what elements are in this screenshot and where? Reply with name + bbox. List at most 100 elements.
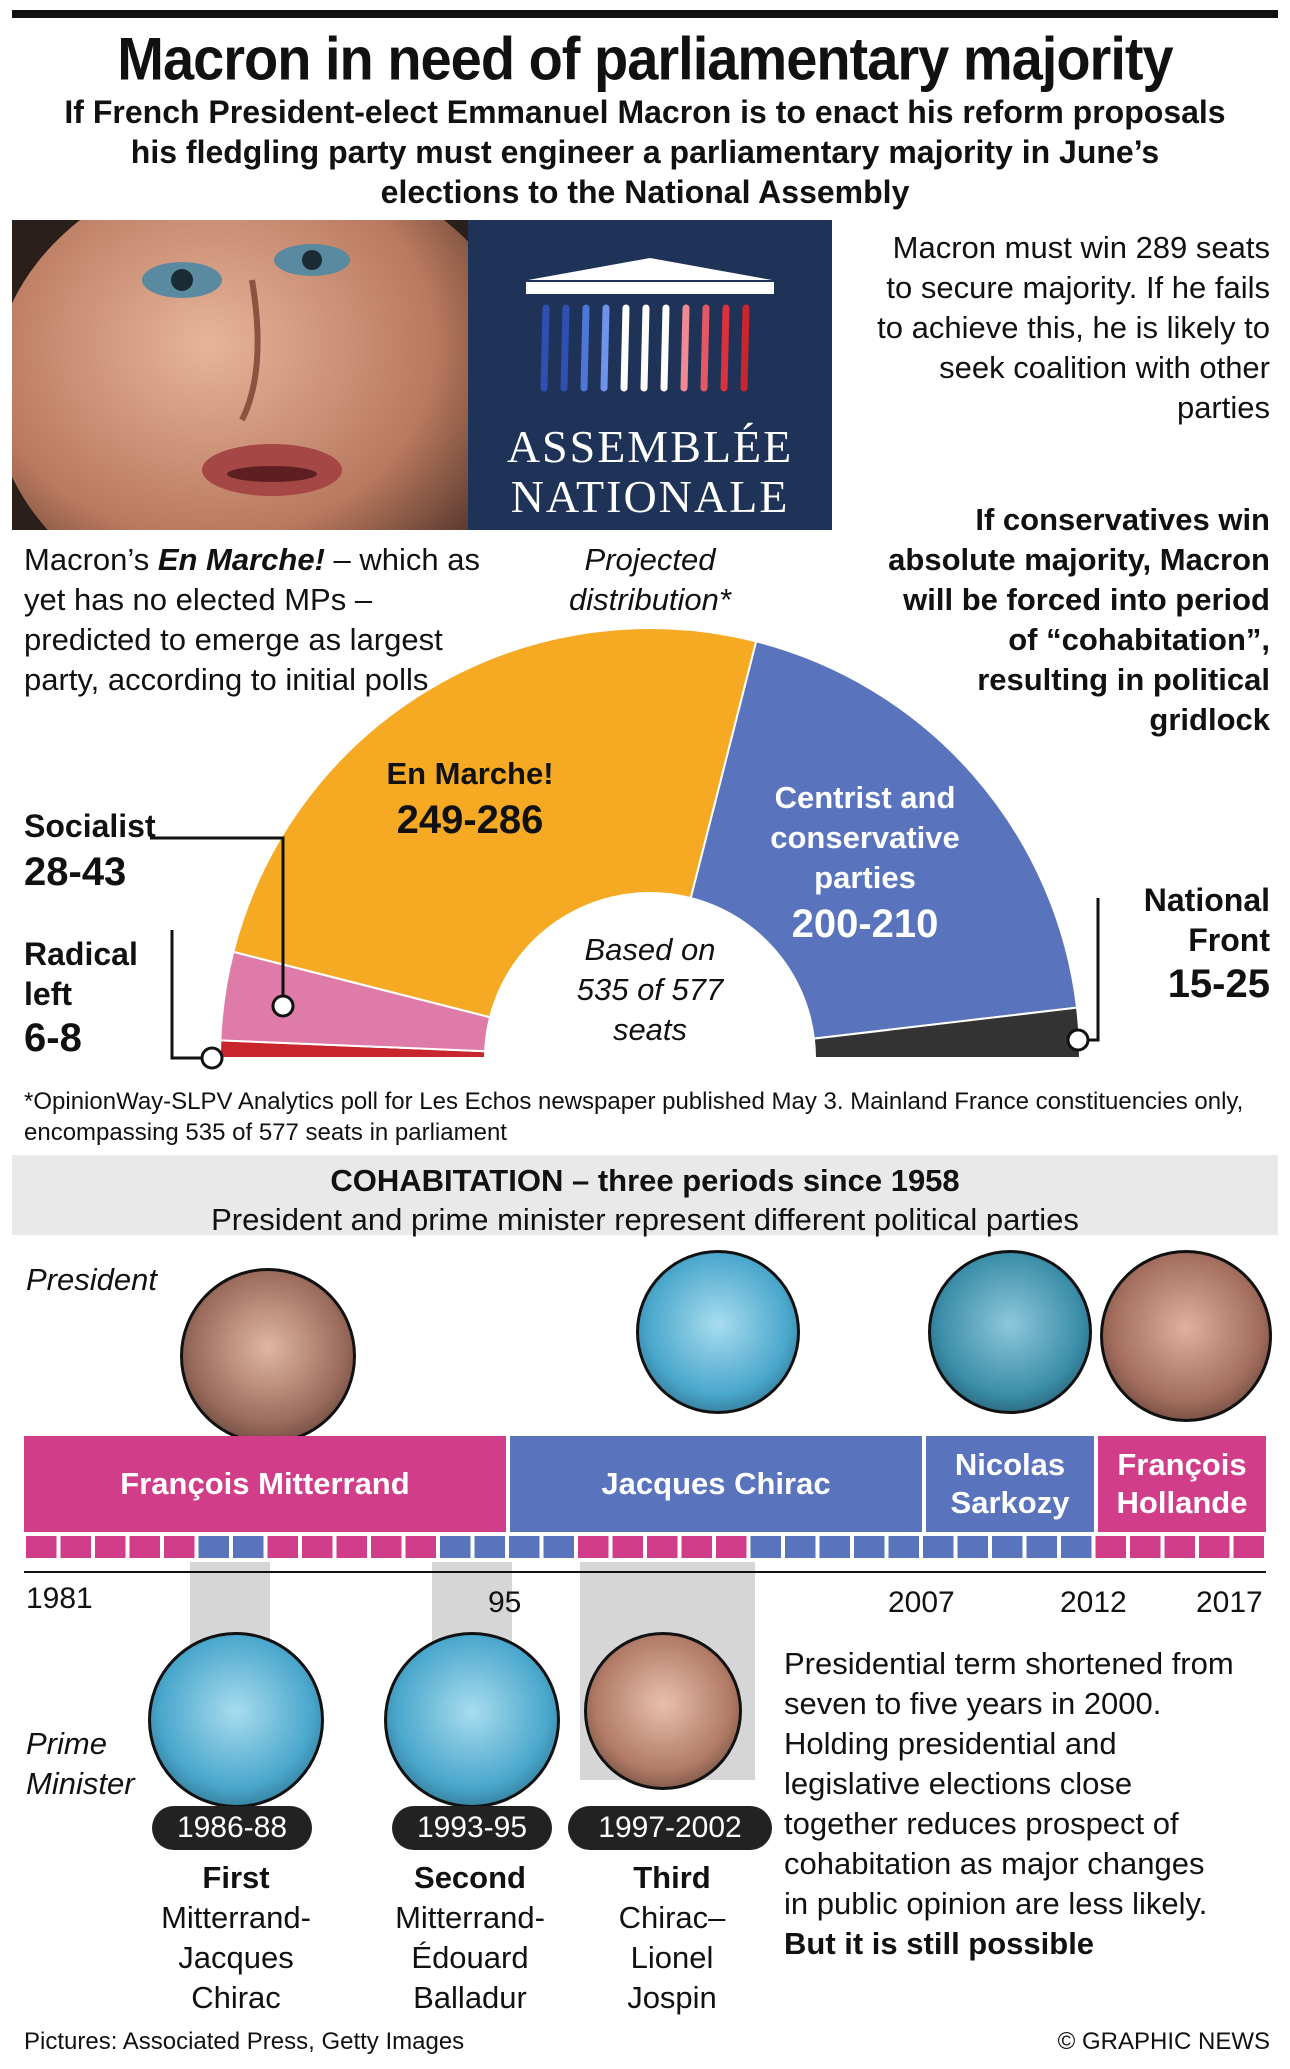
copyright: © GRAPHIC NEWS <box>1057 2028 1270 2055</box>
period-names-3: Chirac–Lionel Jospin <box>618 1900 726 2015</box>
year-cell-1996 <box>543 1536 574 1558</box>
term-note-text: Presidential term shortened from seven t… <box>784 1646 1234 1921</box>
hemicycle-segment-centrist-and-conservative-parties <box>689 640 1079 1040</box>
year-cell-1984 <box>129 1536 160 1558</box>
year-label-2012: 2012 <box>1060 1586 1127 1619</box>
cohabitation-note: If conservatives win absolute majority, … <box>888 502 1270 737</box>
cohabitation-heading: COHABITATION – three periods since 1958 <box>330 1163 960 1198</box>
year-cell-1982 <box>60 1536 91 1558</box>
year-cell-1998 <box>612 1536 643 1558</box>
year-cell-1988 <box>267 1536 298 1558</box>
year-cell-1990 <box>336 1536 367 1558</box>
period-ordinal-1: First <box>202 1860 270 1895</box>
year-cell-1994 <box>474 1536 505 1558</box>
president-label: President <box>26 1262 157 1297</box>
year-cell-1989 <box>302 1536 333 1558</box>
year-cell-1991 <box>371 1536 402 1558</box>
cohabitation-header-band <box>12 1155 1278 1235</box>
year-cell-1985 <box>164 1536 195 1558</box>
logo-line-1: ASSEMBLÉE <box>506 421 794 472</box>
year-label-2017: 2017 <box>1196 1586 1263 1619</box>
chirac-pm-portrait <box>148 1632 324 1808</box>
logo-line-2: NATIONALE <box>510 471 790 522</box>
hemicycle-chart <box>150 627 1100 1070</box>
year-cell-2014 <box>1164 1536 1195 1558</box>
year-cell-2007 <box>923 1536 954 1558</box>
year-cell-1992 <box>405 1536 436 1558</box>
year-label-2007: 2007 <box>888 1586 955 1619</box>
year-cell-1995 <box>509 1536 540 1558</box>
jospin-portrait <box>584 1632 742 1790</box>
president-bar-sarkozy: Nicolas Sarkozy <box>926 1436 1094 1532</box>
hemicycle-segment-national-front <box>812 1006 1082 1059</box>
president-bar-chirac: Jacques Chirac <box>510 1436 922 1532</box>
national-front-range: 15-25 <box>1167 962 1270 1006</box>
year-cell-2004 <box>819 1536 850 1558</box>
mitterrand-portrait <box>180 1268 356 1444</box>
year-cell-2013 <box>1130 1536 1161 1558</box>
year-cell-1997 <box>578 1536 609 1558</box>
picture-credits: Pictures: Associated Press, Getty Images <box>24 2028 465 2055</box>
majority-note: Macron must win 289 seats to secure majo… <box>877 230 1270 425</box>
assemblee-nationale-logo: ASSEMBLÉE NATIONALE <box>468 220 832 530</box>
prime-minister-label: Prime Minister <box>26 1726 135 1801</box>
socialist-label: Socialist <box>24 808 156 844</box>
period-pill-3: 1997-2002 <box>568 1806 772 1850</box>
year-cell-2000 <box>681 1536 712 1558</box>
center-label: Based on 535 of 577 seats <box>576 932 724 1047</box>
radical-left-label: Radical left <box>24 936 138 1012</box>
socialist-leader-line <box>150 836 285 1006</box>
national-front-leader-line <box>1078 898 1100 1042</box>
year-label-95: 95 <box>488 1586 522 1619</box>
projected-label: Projected distribution* <box>569 542 731 617</box>
poll-footnote: *OpinionWay-SLPV Analytics poll for Les … <box>24 1088 1244 1146</box>
year-cell-2003 <box>785 1536 816 1558</box>
year-cell-2008 <box>957 1536 988 1558</box>
page-subtitle: If French President-elect Emmanuel Macro… <box>64 94 1226 210</box>
socialist-leader-dot <box>271 994 295 1018</box>
year-label-1981: 1981 <box>26 1582 93 1615</box>
national-front-label: National Front <box>1143 882 1270 958</box>
term-note: Presidential term shortened from seven t… <box>784 1644 1234 1964</box>
year-cell-2011 <box>1061 1536 1092 1558</box>
hollande-portrait <box>1100 1250 1272 1422</box>
period-pill-1: 1986-88 <box>152 1806 312 1850</box>
en-marche-range: 249-286 <box>396 798 544 842</box>
term-note-bold: But it is still possible <box>784 1926 1095 1961</box>
year-cell-2002 <box>750 1536 781 1558</box>
en-marche-label: En Marche! <box>386 756 554 791</box>
president-bar-mitterrand: François Mitterrand <box>24 1436 506 1532</box>
year-cell-2015 <box>1199 1536 1230 1558</box>
year-cell-1993 <box>440 1536 471 1558</box>
year-cell-2001 <box>716 1536 747 1558</box>
year-cell-2012 <box>1095 1536 1126 1558</box>
year-cell-2016 <box>1233 1536 1264 1558</box>
president-bar-hollande: François Hollande <box>1098 1436 1266 1532</box>
year-cell-1986 <box>198 1536 229 1558</box>
period-names-2: Mitterrand-Édouard Balladur <box>395 1900 545 2015</box>
period-pill-2: 1993-95 <box>392 1806 552 1850</box>
top-rule <box>12 10 1278 18</box>
national-front-leader-dot <box>1066 1028 1090 1052</box>
period-ordinal-3: Third <box>633 1860 711 1895</box>
centrist-label: Centrist and conservative parties <box>770 780 960 895</box>
chirac-portrait <box>636 1250 800 1414</box>
en-marche-note: Macron’s En Marche! – which as yet has n… <box>24 540 484 700</box>
year-cell-1983 <box>95 1536 126 1558</box>
year-cell-2006 <box>888 1536 919 1558</box>
year-cell-1981 <box>26 1536 57 1558</box>
radical-left-range: 6-8 <box>24 1016 82 1060</box>
sarkozy-portrait <box>928 1250 1092 1414</box>
socialist-range: 28-43 <box>24 850 127 894</box>
en-marche-note-prefix: Macron’s <box>24 542 158 577</box>
year-tick-strip <box>24 1536 1266 1573</box>
balladur-portrait <box>384 1632 560 1808</box>
cohabitation-subheading: President and prime minister represent d… <box>211 1202 1079 1237</box>
en-marche-note-party: En Marche! <box>157 542 325 577</box>
en-marche-note-suffix: – which as yet has no elected MPs – pred… <box>24 542 480 697</box>
year-cell-1987 <box>233 1536 264 1558</box>
assembly-building-icon <box>526 258 774 392</box>
period-names-1: Mitterrand-Jacques Chirac <box>161 1900 311 2015</box>
hemicycle-segment-en-marche <box>232 627 758 1019</box>
centrist-range: 200-210 <box>791 902 939 946</box>
